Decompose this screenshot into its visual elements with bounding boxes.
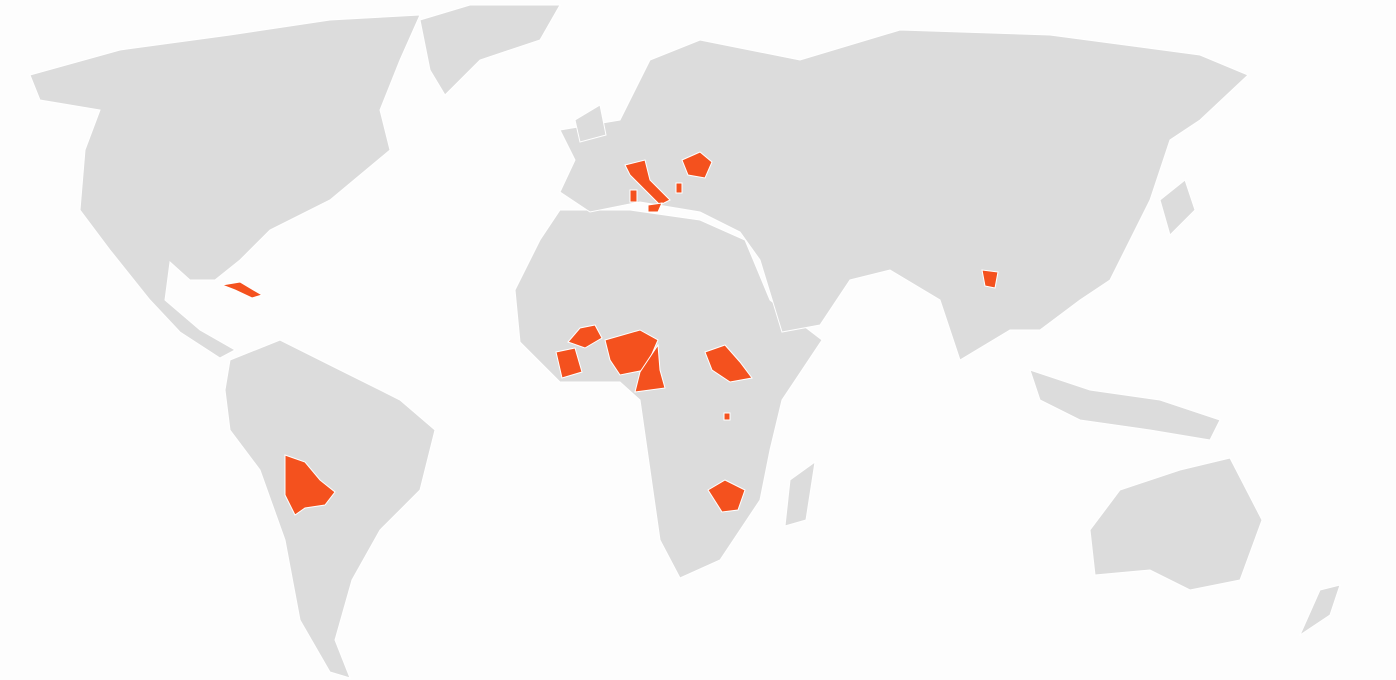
north-america [29, 14, 421, 359]
south-america [224, 339, 436, 679]
greenland [419, 4, 561, 96]
australia [1089, 457, 1263, 591]
bangladesh [981, 269, 999, 289]
japan [1159, 179, 1196, 236]
eurasia [559, 29, 1249, 361]
italy [624, 159, 671, 206]
south-sudan [704, 344, 753, 383]
cameroon [634, 343, 666, 393]
sardinia [629, 189, 638, 203]
land [29, 4, 1341, 679]
montenegro [675, 182, 683, 194]
rwanda [723, 412, 731, 421]
highlighted-countries [220, 151, 999, 516]
zimbabwe [707, 479, 746, 513]
burkina-faso [567, 324, 603, 349]
africa [514, 209, 823, 579]
new-zealand [1298, 584, 1341, 637]
madagascar [784, 460, 816, 527]
ivory-coast [555, 347, 583, 379]
sicily [647, 202, 663, 213]
bolivia [284, 454, 336, 516]
romania [681, 151, 713, 179]
uk [574, 104, 607, 143]
indonesia [1029, 369, 1221, 441]
cuba [220, 281, 264, 299]
